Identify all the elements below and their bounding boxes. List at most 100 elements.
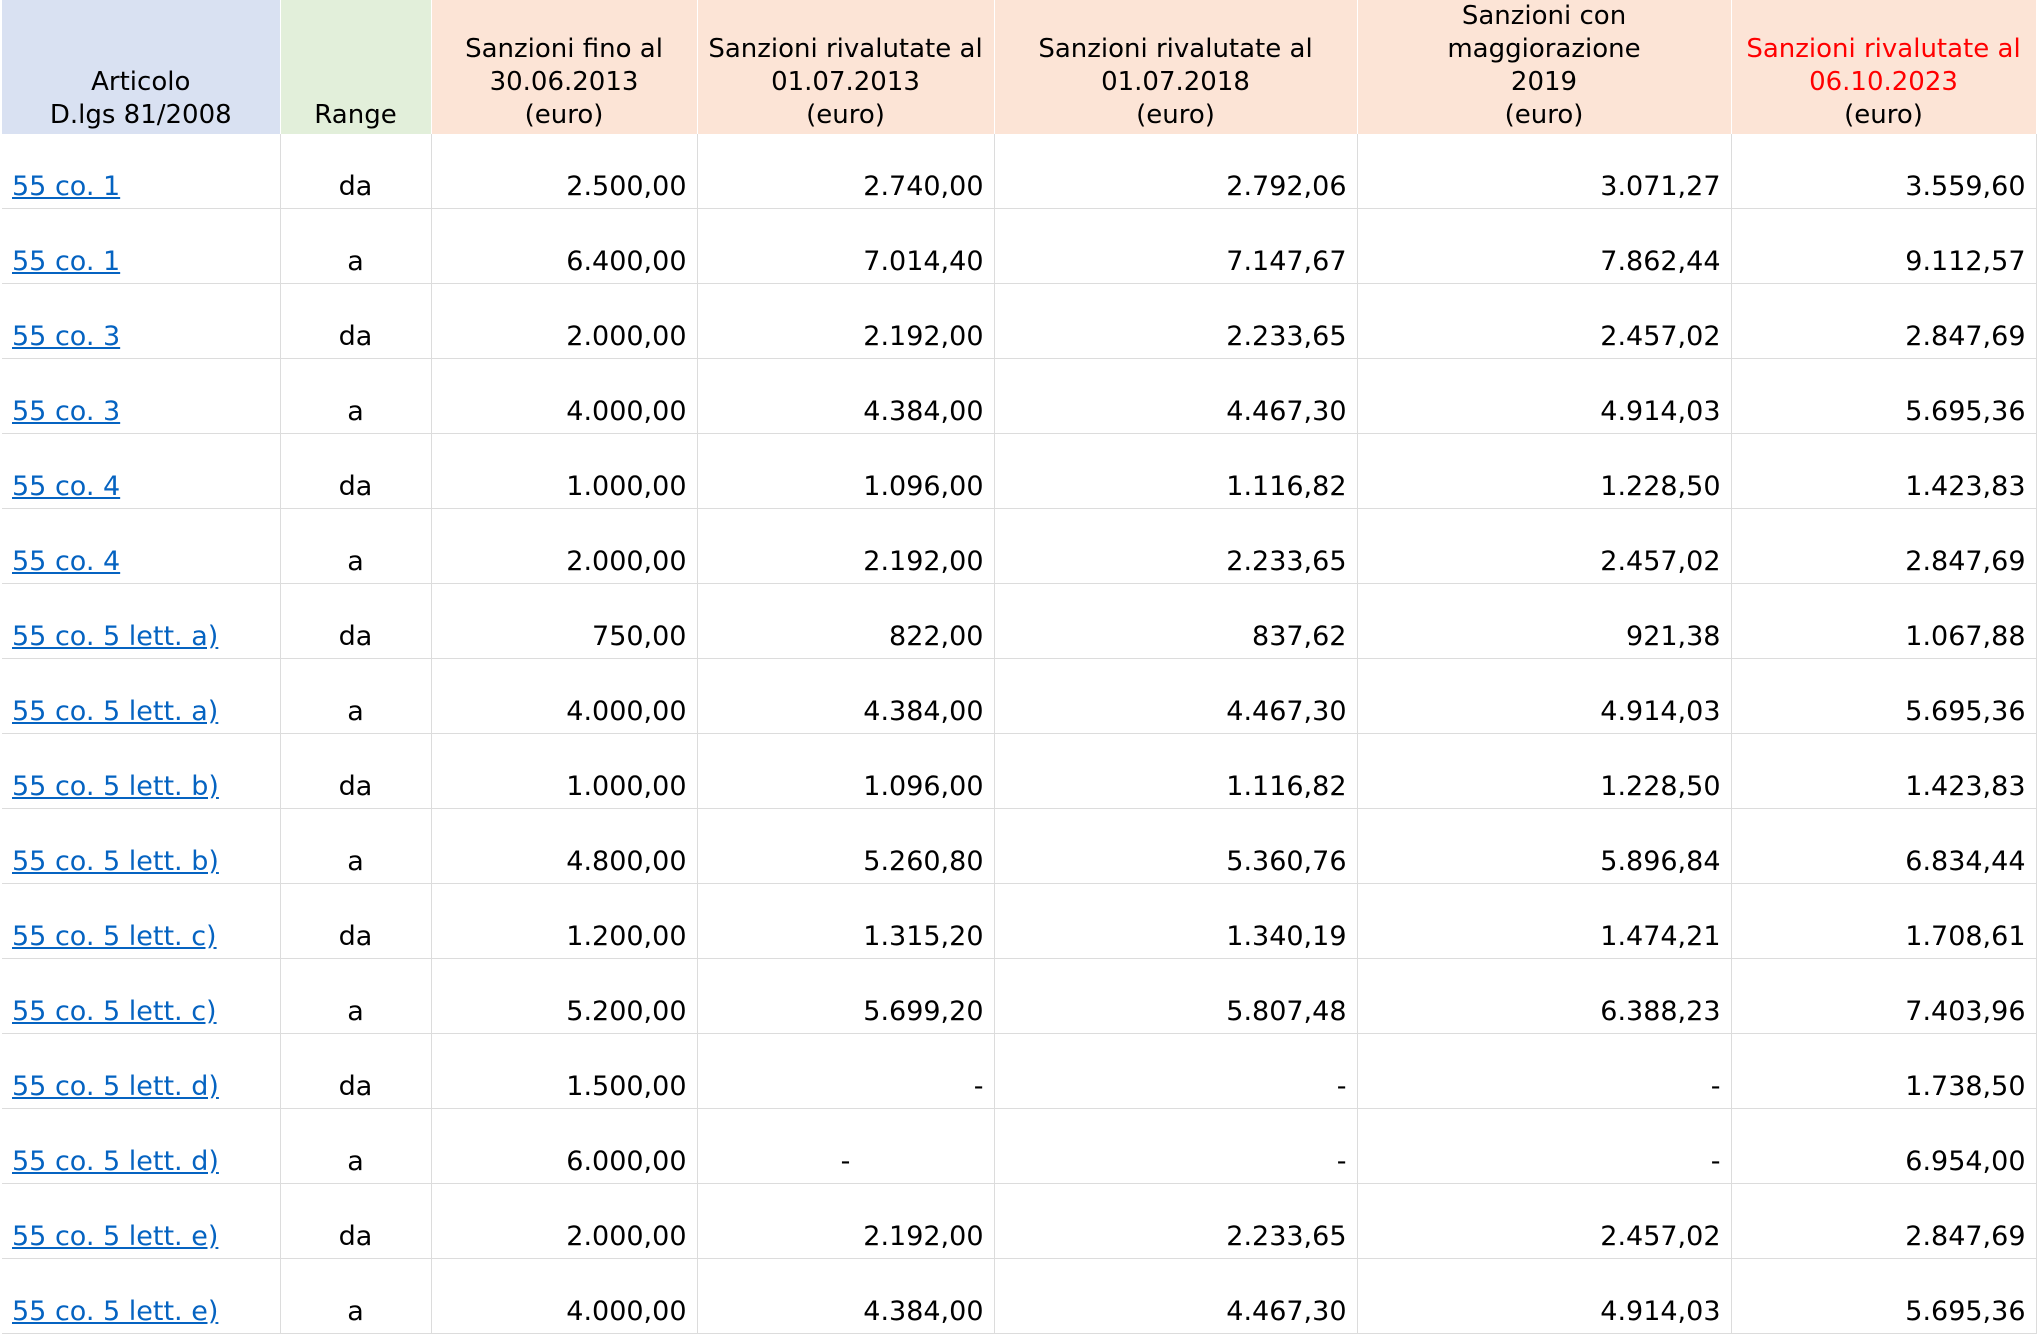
articolo-link[interactable]: 55 co. 5 lett. b)	[12, 846, 219, 877]
cell-rivalutate-2023: 1.423,83	[1731, 733, 2037, 809]
cell-rivalutate-2018: 7.147,67	[994, 208, 1358, 284]
cell-rivalutate-2013: 4.384,00	[697, 1258, 995, 1334]
articolo-link[interactable]: 55 co. 1	[12, 171, 121, 202]
header-col4-line1: Sanzioni rivalutate al	[708, 34, 983, 64]
articolo-link[interactable]: 55 co. 5 lett. a)	[12, 621, 219, 652]
cell-rivalutate-2018: 2.233,65	[994, 1183, 1358, 1259]
articolo-link[interactable]: 55 co. 5 lett. e)	[12, 1221, 219, 1252]
cell-articolo: 55 co. 5 lett. c)	[2, 883, 281, 959]
cell-range: da	[280, 583, 432, 659]
cell-rivalutate-2013: -	[697, 1033, 995, 1109]
cell-maggiorazione-2019: 2.457,02	[1357, 508, 1732, 584]
header-col4-unit: (euro)	[806, 100, 885, 130]
table-row: 55 co. 1 da 2.500,00 2.740,00 2.792,06 3.071,…	[2, 134, 2037, 209]
cell-range: da	[280, 883, 432, 959]
articolo-link[interactable]: 55 co. 3	[12, 396, 121, 427]
cell-range: a	[280, 958, 432, 1034]
cell-rivalutate-2023: 6.954,00	[1731, 1108, 2037, 1184]
cell-rivalutate-2013: 822,00	[697, 583, 995, 659]
cell-rivalutate-2018: 2.792,06	[994, 134, 1358, 209]
cell-range: da	[280, 1033, 432, 1109]
articolo-link[interactable]: 55 co. 1	[12, 246, 121, 277]
cell-rivalutate-2018: -	[994, 1108, 1358, 1184]
cell-sanzioni-2013: 750,00	[431, 583, 698, 659]
cell-sanzioni-2013: 2.000,00	[431, 283, 698, 359]
cell-rivalutate-2013: 1.315,20	[697, 883, 995, 959]
cell-rivalutate-2023: 6.834,44	[1731, 808, 2037, 884]
cell-maggiorazione-2019: 2.457,02	[1357, 1183, 1732, 1259]
cell-maggiorazione-2019: 921,38	[1357, 583, 1732, 659]
articolo-link[interactable]: 55 co. 4	[12, 471, 121, 502]
cell-range: a	[280, 1258, 432, 1334]
header-col7-unit: (euro)	[1844, 100, 1923, 130]
cell-range: a	[280, 658, 432, 734]
table-row: 55 co. 3 da 2.000,00 2.192,00 2.233,65 2.457,…	[2, 283, 2037, 359]
cell-sanzioni-2013: 4.000,00	[431, 358, 698, 434]
cell-sanzioni-2013: 1.200,00	[431, 883, 698, 959]
cell-sanzioni-2013: 2.000,00	[431, 1183, 698, 1259]
cell-rivalutate-2013: 7.014,40	[697, 208, 995, 284]
header-articolo-line1: Articolo	[91, 67, 191, 97]
header-col7-line2: 06.10.2023	[1809, 67, 1958, 97]
cell-range: da	[280, 1183, 432, 1259]
articolo-link[interactable]: 55 co. 5 lett. d)	[12, 1146, 219, 1177]
cell-sanzioni-2013: 4.000,00	[431, 658, 698, 734]
cell-rivalutate-2013: 5.699,20	[697, 958, 995, 1034]
articolo-link[interactable]: 55 co. 5 lett. e)	[12, 1296, 219, 1327]
cell-maggiorazione-2019: 4.914,03	[1357, 1258, 1732, 1334]
table-row: 55 co. 4 da 1.000,00 1.096,00 1.116,82 1.228,…	[2, 433, 2037, 509]
articolo-link[interactable]: 55 co. 5 lett. c)	[12, 996, 217, 1027]
table-row: 55 co. 4 a 2.000,00 2.192,00 2.233,65 2.457,0…	[2, 508, 2037, 584]
cell-articolo: 55 co. 5 lett. a)	[2, 583, 281, 659]
table-row: 55 co. 5 lett. e) da 2.000,00 2.192,00 2.233…	[2, 1183, 2037, 1259]
cell-range: da	[280, 134, 432, 209]
cell-maggiorazione-2019: -	[1357, 1108, 1732, 1184]
cell-range: da	[280, 283, 432, 359]
cell-articolo: 55 co. 5 lett. a)	[2, 658, 281, 734]
table-body: 55 co. 1 da 2.500,00 2.740,00 2.792,06 3.071,…	[2, 134, 2037, 1334]
cell-sanzioni-2013: 6.000,00	[431, 1108, 698, 1184]
header-articolo-line2: D.lgs 81/2008	[49, 100, 232, 130]
cell-rivalutate-2023: 2.847,69	[1731, 508, 2037, 584]
articolo-link[interactable]: 55 co. 3	[12, 321, 121, 352]
cell-rivalutate-2013: 2.192,00	[697, 283, 995, 359]
cell-sanzioni-2013: 2.500,00	[431, 134, 698, 209]
header-articolo: Articolo D.lgs 81/2008	[2, 0, 281, 134]
cell-range: a	[280, 808, 432, 884]
table-row: 55 co. 1 a 6.400,00 7.014,40 7.147,67 7.862,4…	[2, 208, 2037, 284]
cell-articolo: 55 co. 1	[2, 134, 281, 209]
cell-rivalutate-2018: 1.116,82	[994, 733, 1358, 809]
header-sanzioni-2013: Sanzioni fino al 30.06.2013 (euro)	[431, 0, 698, 134]
cell-articolo: 55 co. 5 lett. b)	[2, 733, 281, 809]
articolo-link[interactable]: 55 co. 5 lett. d)	[12, 1071, 219, 1102]
articolo-link[interactable]: 55 co. 5 lett. b)	[12, 771, 219, 802]
cell-range: a	[280, 508, 432, 584]
header-range: Range	[280, 0, 432, 134]
cell-rivalutate-2018: 4.467,30	[994, 658, 1358, 734]
header-range-label: Range	[314, 100, 397, 130]
cell-maggiorazione-2019: 1.228,50	[1357, 433, 1732, 509]
cell-rivalutate-2013: 1.096,00	[697, 733, 995, 809]
header-col3-line2: 30.06.2013	[489, 67, 639, 97]
cell-range: da	[280, 433, 432, 509]
cell-sanzioni-2013: 1.000,00	[431, 433, 698, 509]
cell-rivalutate-2013: -	[697, 1108, 995, 1184]
cell-articolo: 55 co. 3	[2, 358, 281, 434]
cell-maggiorazione-2019: 4.914,03	[1357, 658, 1732, 734]
cell-articolo: 55 co. 3	[2, 283, 281, 359]
cell-maggiorazione-2019: 5.896,84	[1357, 808, 1732, 884]
articolo-link[interactable]: 55 co. 4	[12, 546, 121, 577]
cell-articolo: 55 co. 5 lett. b)	[2, 808, 281, 884]
table-row: 55 co. 5 lett. c) da 1.200,00 1.315,20 1.340…	[2, 883, 2037, 959]
cell-rivalutate-2023: 5.695,36	[1731, 658, 2037, 734]
articolo-link[interactable]: 55 co. 5 lett. c)	[12, 921, 217, 952]
cell-rivalutate-2018: 5.360,76	[994, 808, 1358, 884]
header-rivalutate-2018: Sanzioni rivalutate al 01.07.2018 (euro)	[994, 0, 1358, 134]
articolo-link[interactable]: 55 co. 5 lett. a)	[12, 696, 219, 727]
cell-rivalutate-2013: 4.384,00	[697, 358, 995, 434]
cell-sanzioni-2013: 6.400,00	[431, 208, 698, 284]
header-col4-line2: 01.07.2013	[771, 67, 920, 97]
cell-rivalutate-2013: 5.260,80	[697, 808, 995, 884]
table-row: 55 co. 5 lett. d) a 6.000,00- - -6.954,00	[2, 1108, 2037, 1184]
cell-rivalutate-2018: 1.340,19	[994, 883, 1358, 959]
